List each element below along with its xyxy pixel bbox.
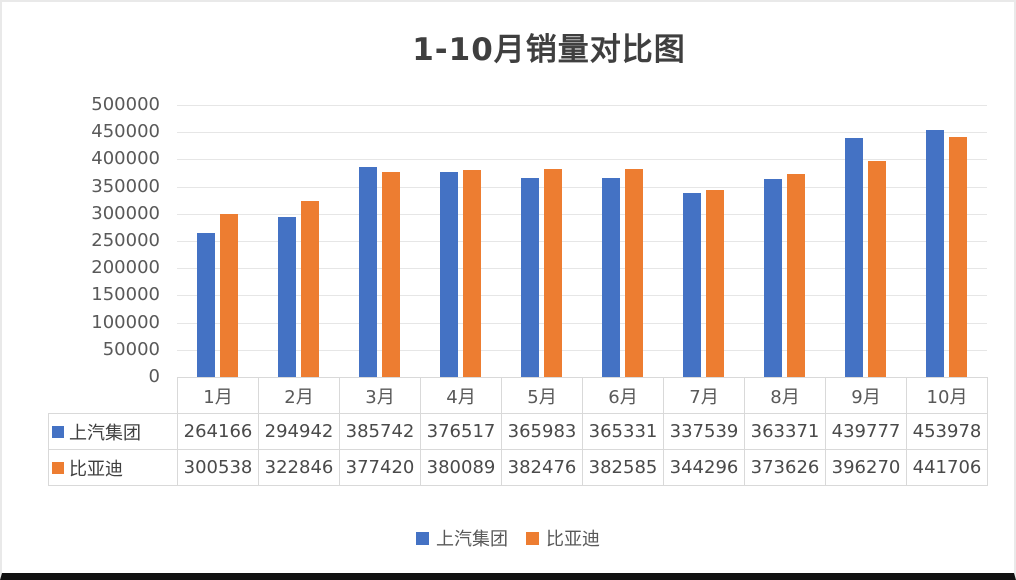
bar-上汽集团-1月 — [197, 233, 215, 377]
y-tick-label: 300000 — [91, 202, 160, 224]
y-tick-label: 400000 — [91, 148, 160, 170]
bar-上汽集团-10月 — [926, 130, 944, 377]
value-cell: 380089 — [420, 449, 502, 486]
y-tick-label: 150000 — [91, 284, 160, 306]
value-cell: 382585 — [582, 449, 664, 486]
value-cell: 363371 — [744, 413, 826, 450]
gridline-350000 — [177, 186, 987, 188]
data-table: 1月 2月 3月 4月 5月 6月 7月 8月 9月 10月上汽集团 264166 294942 385… — [48, 377, 988, 486]
legend-item-比亚迪: 比亚迪 — [526, 525, 600, 551]
gridline-200000 — [177, 268, 987, 270]
gridline-150000 — [177, 295, 987, 297]
value-cell: 264166 — [177, 413, 259, 450]
value-cell: 376517 — [420, 413, 502, 450]
bar-比亚迪-2月 — [301, 201, 319, 377]
month-header-cell: 7月 — [663, 377, 745, 414]
bar-上汽集团-7月 — [683, 193, 701, 377]
series-name: 比亚迪 — [69, 458, 123, 480]
table-row-series: 比亚迪 300538 322846 377420 380089 382476 382585 3… — [48, 449, 988, 486]
month-header-cell: 4月 — [420, 377, 502, 414]
value-cell: 365331 — [582, 413, 664, 450]
value-cell: 441706 — [906, 449, 988, 486]
gridline-100000 — [177, 322, 987, 324]
month-header-cell: 2月 — [258, 377, 340, 414]
month-header-cell: 5月 — [501, 377, 583, 414]
table-corner-blank — [49, 378, 178, 414]
gridline-250000 — [177, 241, 987, 242]
bar-比亚迪-7月 — [706, 190, 724, 377]
y-tick-label: 200000 — [91, 257, 160, 279]
bar-比亚迪-9月 — [868, 161, 886, 377]
value-cell: 337539 — [663, 413, 745, 450]
series-key-icon — [52, 425, 64, 438]
legend: 上汽集团 比亚迪 — [2, 526, 1014, 550]
series-label-cell: 上汽集团 — [48, 413, 178, 450]
bar-比亚迪-6月 — [625, 169, 643, 377]
gridline-300000 — [177, 213, 987, 215]
gridline-450000 — [177, 132, 987, 134]
legend-label: 比亚迪 — [546, 529, 600, 550]
table-row-series: 上汽集团 264166 294942 385742 376517 365983 365331… — [48, 413, 988, 450]
bar-上汽集团-6月 — [602, 178, 620, 377]
value-cell: 373626 — [744, 449, 826, 486]
gridline-500000 — [177, 105, 987, 106]
chart-title: 1-10月销量对比图 — [412, 32, 686, 68]
value-cell: 385742 — [339, 413, 421, 450]
bar-上汽集团-3月 — [359, 167, 377, 377]
bar-比亚迪-4月 — [463, 170, 481, 377]
y-tick-label: 500000 — [91, 94, 160, 115]
bar-比亚迪-10月 — [949, 137, 967, 377]
gridline-400000 — [177, 159, 987, 161]
value-cell: 294942 — [258, 413, 340, 450]
series-label: 上汽集团 — [52, 419, 177, 445]
series-label-cell: 比亚迪 — [48, 449, 178, 486]
bar-上汽集团-9月 — [845, 138, 863, 377]
plot-area — [177, 105, 987, 377]
value-cell: 300538 — [177, 449, 259, 486]
bar-上汽集团-4月 — [440, 172, 458, 377]
bar-上汽集团-5月 — [521, 178, 539, 377]
month-header-cell: 8月 — [744, 377, 826, 414]
table-row-months: 1月 2月 3月 4月 5月 6月 7月 8月 9月 10月 — [49, 377, 988, 414]
y-tick-label: 350000 — [91, 175, 160, 197]
series-label: 比亚迪 — [52, 455, 177, 481]
bar-比亚迪-5月 — [544, 169, 562, 377]
y-tick-label: 50000 — [102, 338, 160, 360]
gridline-50000 — [177, 349, 987, 351]
value-cell: 365983 — [501, 413, 583, 450]
value-cell: 439777 — [825, 413, 907, 450]
month-header-cell: 9月 — [825, 377, 907, 414]
y-tick-label: 250000 — [91, 230, 160, 251]
month-header-cell: 6月 — [582, 377, 664, 414]
legend-key-icon — [526, 531, 539, 545]
month-header-cell: 1月 — [177, 377, 259, 414]
value-cell: 322846 — [258, 449, 340, 486]
bar-比亚迪-8月 — [787, 174, 805, 377]
y-tick-label: 100000 — [91, 311, 160, 333]
legend-key-icon — [416, 531, 429, 545]
month-header-cell: 10月 — [906, 377, 988, 414]
value-cell: 377420 — [339, 449, 421, 486]
legend-item-上汽集团: 上汽集团 — [416, 525, 508, 551]
series-key-icon — [52, 461, 64, 474]
y-tick-label: 450000 — [91, 121, 160, 143]
value-cell: 396270 — [825, 449, 907, 486]
bar-上汽集团-2月 — [278, 217, 296, 377]
value-cell: 453978 — [906, 413, 988, 450]
month-header-cell: 3月 — [339, 377, 421, 414]
series-name: 上汽集团 — [69, 422, 141, 444]
bar-比亚迪-3月 — [382, 172, 400, 377]
value-cell: 344296 — [663, 449, 745, 486]
bar-上汽集团-8月 — [764, 179, 782, 377]
bar-比亚迪-1月 — [220, 214, 238, 377]
legend-label: 上汽集团 — [436, 529, 508, 550]
value-cell: 382476 — [501, 449, 583, 486]
